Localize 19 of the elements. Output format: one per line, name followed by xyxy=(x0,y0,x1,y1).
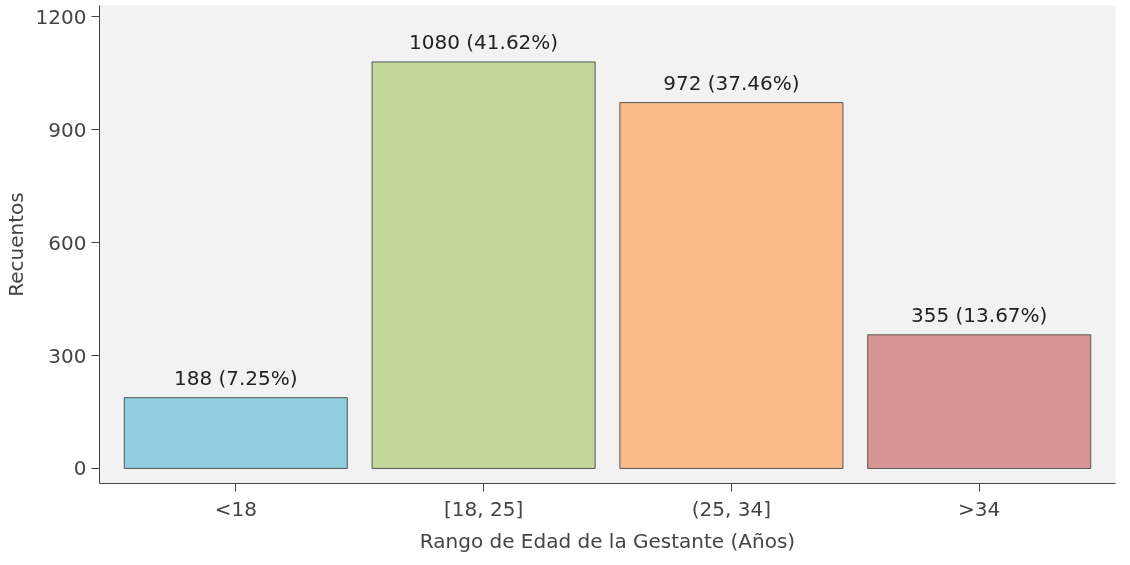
data-label: 188 (7.25%) xyxy=(173,365,298,390)
bar xyxy=(867,334,1092,469)
bar xyxy=(619,102,844,469)
x-tick-label: >34 xyxy=(958,496,1001,521)
x-tick-label: (25, 34] xyxy=(691,496,772,521)
bar xyxy=(123,397,348,469)
y-tick-label: 600 xyxy=(48,230,87,255)
x-tick-label: <18 xyxy=(214,496,257,521)
data-label: 972 (37.46%) xyxy=(663,70,800,95)
x-tick-label: [18, 25] xyxy=(443,496,524,521)
x-axis-title: Rango de Edad de la Gestante (Años) xyxy=(419,528,796,553)
y-tick-label: 300 xyxy=(48,343,87,368)
data-label: 1080 (41.62%) xyxy=(409,29,559,54)
y-axis-title: Recuentos xyxy=(3,192,28,297)
y-tick-label: 900 xyxy=(48,117,87,142)
data-label: 355 (13.67%) xyxy=(911,302,1048,327)
bar xyxy=(371,61,596,469)
y-tick-label: 1200 xyxy=(35,4,87,29)
y-tick-label: 0 xyxy=(73,456,87,481)
